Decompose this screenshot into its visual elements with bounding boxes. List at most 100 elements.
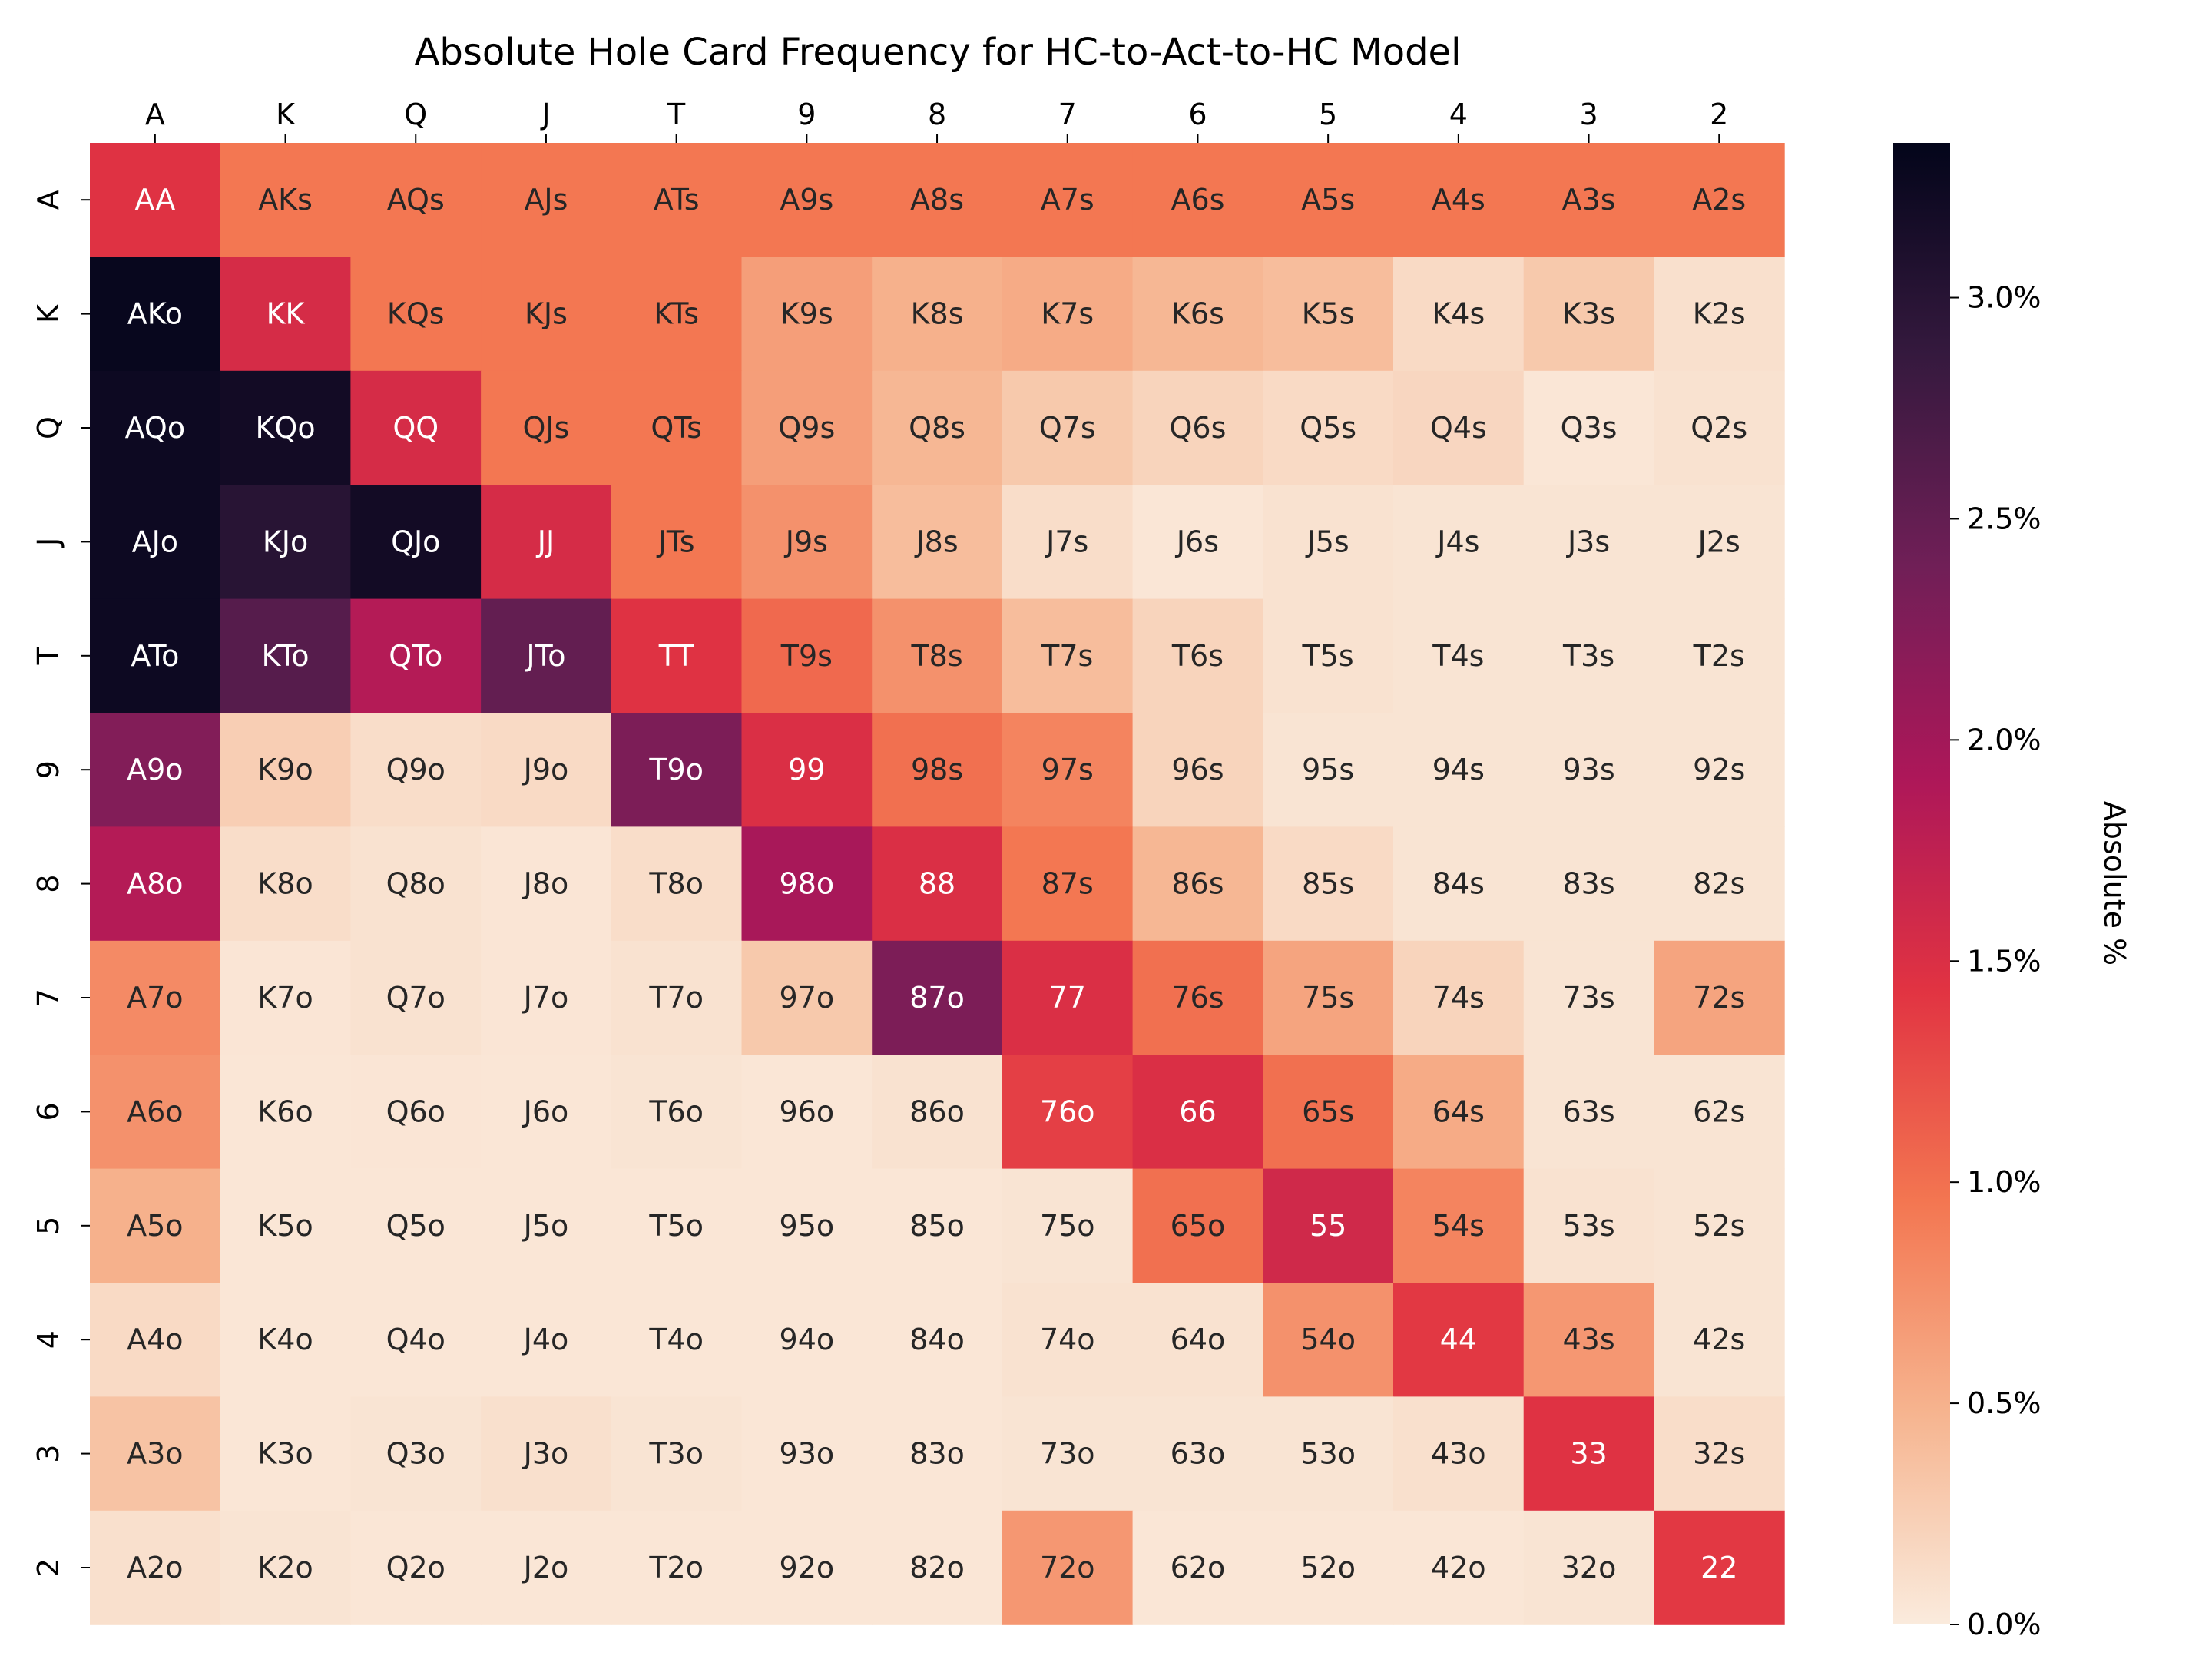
heatmap-cell-K2o — [220, 1510, 351, 1625]
heatmap-cell-T2s — [1654, 598, 1785, 714]
cell-label-KJs: KJs — [525, 297, 568, 331]
cell-label-A5s: A5s — [1301, 183, 1355, 217]
heatmap-cell-QQ — [350, 370, 482, 485]
cell-label-QTo: QTo — [389, 639, 442, 673]
cell-label-J2s: J2s — [1697, 525, 1740, 558]
cell-label-J4s: J4s — [1435, 525, 1479, 558]
cell-label-T5o: T5o — [648, 1209, 704, 1243]
cell-label-ATs: ATs — [654, 183, 700, 217]
heatmap-cell-J6s — [1132, 485, 1263, 600]
cell-label-55: 55 — [1310, 1209, 1346, 1243]
heatmap-cell-93o — [741, 1396, 873, 1512]
heatmap-cell-98s — [872, 713, 1003, 827]
heatmap-cell-Q2s — [1654, 370, 1785, 485]
heatmap-cell-QJs — [481, 370, 612, 485]
colorbar: 0.0% 0.5% 1.0% 1.5% 2.0% 2.5% 3.0% — [1893, 143, 2041, 1641]
x-tick-label: K — [276, 98, 296, 131]
heatmap-cell-AJs — [481, 143, 612, 257]
y-tick-label: 2 — [31, 1558, 65, 1577]
cell-label-73o: 73o — [1040, 1437, 1095, 1471]
cell-label-66: 66 — [1179, 1094, 1216, 1128]
y-tick-label: 4 — [31, 1330, 65, 1349]
heatmap-cell-AKo — [90, 257, 221, 372]
heatmap-cell-T8s — [872, 598, 1003, 714]
cell-label-T6o: T6o — [648, 1094, 704, 1128]
heatmap-cell-QTs — [611, 370, 743, 485]
cell-label-86s: 86s — [1171, 867, 1224, 901]
heatmap-cell-K2s — [1654, 257, 1785, 372]
heatmap-cell-66 — [1132, 1055, 1263, 1170]
heatmap-cell-93s — [1523, 713, 1654, 827]
heatmap-cell-33 — [1523, 1396, 1654, 1512]
cell-label-J6s: J6s — [1175, 525, 1219, 558]
heatmap-cell-Q2o — [350, 1510, 482, 1625]
cell-label-Q8s: Q8s — [909, 411, 965, 445]
cell-label-Q7s: Q7s — [1039, 411, 1096, 445]
colorbar-gradient — [1893, 143, 1950, 1624]
y-tick-label: 3 — [31, 1445, 65, 1463]
y-tick-label: K — [31, 303, 65, 323]
y-tick-label: 5 — [31, 1217, 65, 1235]
cell-label-Q6s: Q6s — [1170, 411, 1227, 445]
x-tick-label: T — [667, 98, 686, 131]
cell-label-T9o: T9o — [648, 753, 704, 786]
cell-label-A9s: A9s — [780, 183, 833, 217]
cell-label-A7o: A7o — [127, 981, 183, 1015]
heatmap-cell-A3s — [1523, 143, 1654, 257]
x-tick-label: 7 — [1058, 98, 1077, 131]
cell-label-64o: 64o — [1171, 1323, 1226, 1356]
heatmap-cell-AQo — [90, 370, 221, 485]
cell-label-AJo: AJo — [132, 525, 178, 558]
x-tick-label: 3 — [1579, 98, 1598, 131]
cell-label-83s: 83s — [1562, 867, 1614, 901]
cell-label-JTs: JTs — [657, 525, 695, 558]
chart-title: Absolute Hole Card Frequency for HC-to-A… — [415, 31, 1462, 74]
heatmap-cell-A8s — [872, 143, 1003, 257]
heatmap-cell-63o — [1132, 1396, 1263, 1512]
heatmap-cell-T5s — [1263, 598, 1394, 714]
cell-label-A4s: A4s — [1432, 183, 1485, 217]
heatmap-cell-82s — [1654, 826, 1785, 942]
heatmap-cell-84s — [1393, 826, 1525, 942]
cell-label-65s: 65s — [1302, 1094, 1354, 1128]
cell-label-KQs: KQs — [387, 297, 445, 331]
cell-label-AKs: AKs — [258, 183, 313, 217]
cell-label-A3s: A3s — [1562, 183, 1616, 217]
cell-label-QJo: QJo — [391, 525, 440, 558]
heatmap-cell-64o — [1132, 1283, 1263, 1397]
heatmap-cell-83s — [1523, 826, 1654, 942]
cell-label-93o: 93o — [780, 1437, 835, 1471]
heatmap-cell-J4o — [481, 1283, 612, 1397]
heatmap-cell-97o — [741, 940, 873, 1055]
heatmap-cell-72s — [1654, 940, 1785, 1055]
heatmap-cell-84o — [872, 1283, 1003, 1397]
cell-label-AKo: AKo — [127, 297, 183, 331]
cell-label-T8s: T8s — [910, 639, 962, 673]
heatmap-cell-94o — [741, 1283, 873, 1397]
cell-label-J5o: J5o — [522, 1209, 569, 1243]
cell-label-K7s: K7s — [1041, 297, 1094, 331]
cell-label-AA: AA — [134, 183, 175, 217]
heatmap-cell-Q5s — [1263, 370, 1394, 485]
heatmap-cell-J8o — [481, 826, 612, 942]
heatmap-cell-44 — [1393, 1283, 1525, 1397]
cell-label-Q4o: Q4o — [386, 1323, 445, 1356]
heatmap-cell-92s — [1654, 713, 1785, 827]
cell-label-A9o: A9o — [127, 753, 183, 786]
heatmap-cell-K7o — [220, 940, 351, 1055]
heatmap-cell-43o — [1393, 1396, 1525, 1512]
heatmap-cell-J4s — [1393, 485, 1525, 600]
cell-label-Q7o: Q7o — [386, 981, 445, 1015]
cell-label-J9o: J9o — [522, 753, 569, 786]
heatmap-cell-Q8s — [872, 370, 1003, 485]
cell-label-87o: 87o — [909, 981, 965, 1015]
cell-label-K9s: K9s — [780, 297, 833, 331]
cell-label-Q2s: Q2s — [1690, 411, 1747, 445]
heatmap-cell-75s — [1263, 940, 1394, 1055]
cell-label-KTo: KTo — [262, 639, 310, 673]
heatmap-cell-A7s — [1002, 143, 1134, 257]
heatmap-cell-AJo — [90, 485, 221, 600]
heatmap-cell-A8o — [90, 826, 221, 942]
cell-label-76s: 76s — [1171, 981, 1224, 1015]
cell-label-A6o: A6o — [127, 1094, 183, 1128]
